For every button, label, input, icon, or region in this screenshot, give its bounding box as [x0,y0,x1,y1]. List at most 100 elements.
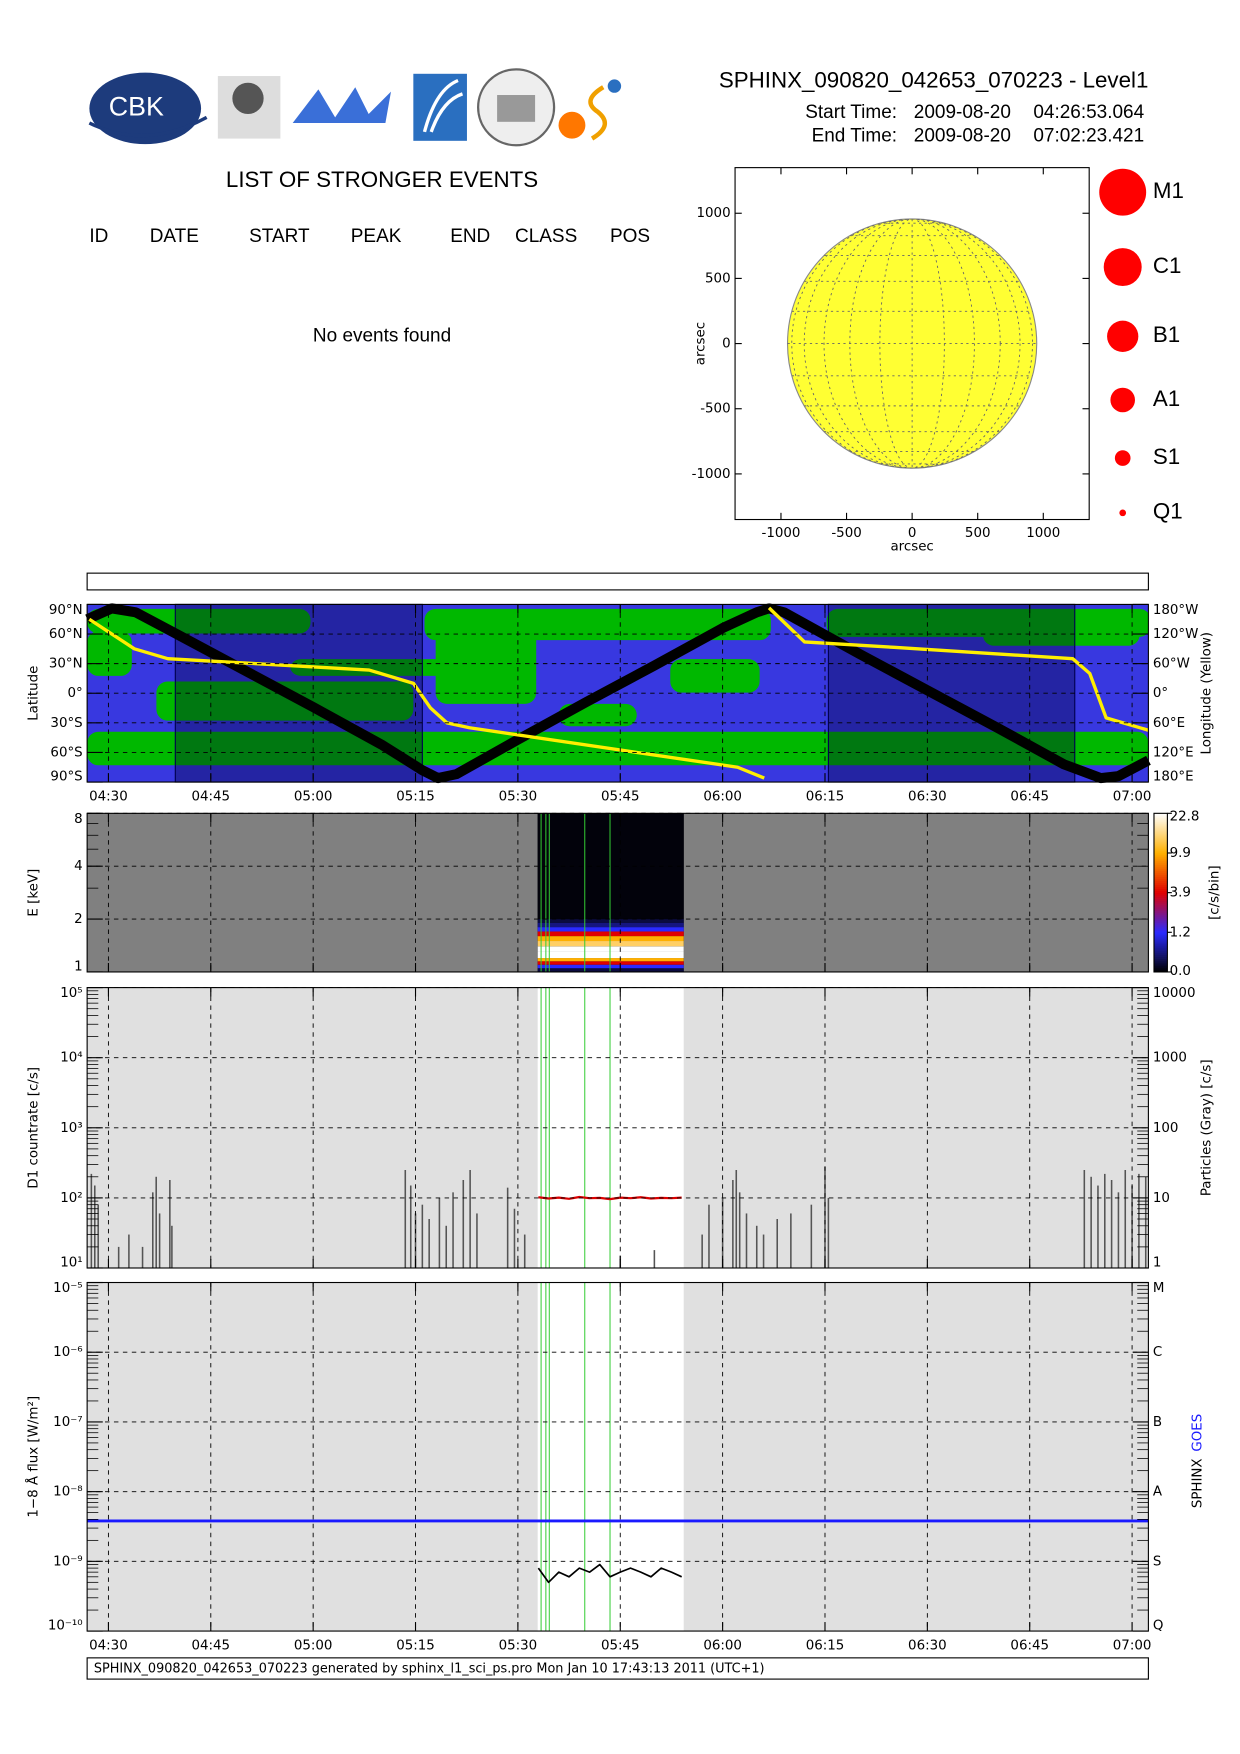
x-tick-label: 07:00 [1113,790,1152,805]
x-tick-label: 04:45 [191,790,230,805]
x-tick-label: 07:00 [1113,1639,1152,1654]
x-tick-label: -1000 [762,526,801,541]
colorbar-tick-label: 0.0 [1170,964,1191,979]
colorbar-cell [1153,847,1168,850]
class-symbol [1099,168,1147,216]
colorbar-cell [1153,894,1168,897]
colorbar-tick-label: 22.8 [1170,810,1200,825]
logo-text: CBK [109,92,164,122]
colorbar-cell [1153,948,1168,951]
colorbar-cell [1153,902,1168,905]
colorbar-cell [1153,958,1168,961]
spectrum-cell [537,936,684,942]
y-tick-label: 10² [60,1191,82,1206]
class-label: A1 [1153,386,1180,411]
colorbar-cell [1153,890,1168,893]
colorbar-cell [1153,829,1168,832]
colorbar-cell [1153,835,1168,838]
y-tick-label: 60°S [50,745,82,760]
colorbar-cell [1153,839,1168,842]
class-label: M1 [1153,178,1184,203]
x-tick-label: 06:30 [908,790,947,805]
colorbar-cell [1153,882,1168,886]
colorbar-cell [1153,884,1168,888]
y-tick-label: -500 [700,402,730,417]
colorbar-cell [1153,850,1168,854]
y-tick-label: 90°N [49,603,83,618]
colorbar-cell [1153,900,1168,903]
x-tick-label: 05:00 [294,1639,333,1654]
colorbar-cell [1153,924,1168,927]
colorbar-cell [1153,920,1168,923]
colorbar-tick-label: 9.9 [1170,846,1191,861]
colorbar-cell [1153,831,1168,834]
colorbar-cell [1153,880,1168,884]
x-tick-label: -500 [831,526,861,541]
colorbar-cell [1153,896,1168,899]
logo-wave [292,87,391,123]
footer: SPHINX_090820_042653_070223 generated by… [94,1662,765,1677]
x-tick-label: 06:00 [703,790,742,805]
logo-sun [558,111,586,139]
colorbar-cell [1153,954,1168,957]
logo-square-art [422,78,464,133]
spectrum-cell [537,927,684,932]
events-column: DATE [150,226,199,247]
x-tick-label: 05:45 [601,790,640,805]
colorbar-cell [1153,934,1168,937]
events-column: POS [610,226,650,247]
legend-entry: SPHINX [1191,1458,1206,1508]
status-bar [86,572,1149,591]
colorbar-cell [1153,910,1168,913]
y-tick-label: 10⁻⁷ [53,1415,82,1430]
x-tick-label: 06:45 [1010,1639,1049,1654]
plot-frame [86,812,1149,973]
legend-entry: GOES [1191,1414,1206,1452]
colorbar-cell [1153,952,1168,955]
colorbar-tick-label: 3.9 [1170,886,1191,901]
y-axis-label: 1−8 Å flux [W/m²] [25,1396,42,1518]
colorbar-cell [1153,922,1168,925]
x-tick-label: 05:15 [396,790,435,805]
colorbar-cell [1153,966,1168,969]
spectrum-cell [537,964,684,969]
end-date: 2009-08-20 [914,125,1011,146]
class-label: S1 [1153,444,1180,469]
events-column: ID [89,226,108,247]
colorbar-cell [1153,960,1168,963]
meridian [791,218,1033,469]
colorbar-cell [1153,845,1168,848]
land [670,659,760,693]
y-tick-label: 4 [74,859,83,874]
logo-swoosh [88,115,208,138]
data-window [537,1282,684,1632]
colorbar-cell [1153,819,1168,822]
colorbar-cell [1153,892,1168,895]
x-tick-label: 06:30 [908,1639,947,1654]
spectrum-cell [537,951,684,959]
colorbar-cell [1153,821,1168,824]
y2-tick-label: 60°E [1153,716,1185,731]
colorbar-cell [1153,906,1168,909]
y2-tick-label: 0° [1153,686,1168,701]
x-tick-label: 06:15 [806,790,845,805]
y-tick-label: 10⁻⁸ [53,1485,82,1500]
class-symbol [1103,248,1142,287]
colorbar-cell [1153,843,1168,846]
colorbar-cell [1153,950,1168,953]
y2-tick-label: A [1153,1485,1163,1500]
colorbar-cell [1153,944,1168,947]
colorbar-cell [1153,854,1168,858]
events-title: LIST OF STRONGER EVENTS [226,167,538,192]
y-tick-label: 0 [722,337,731,352]
disk-group [786,218,1038,469]
colorbar-cell [1153,827,1168,830]
x-tick-label: 500 [965,526,991,541]
x-tick-label: 06:45 [1010,790,1049,805]
y-tick-label: 60°N [49,627,83,642]
colorbar-cell [1153,872,1168,876]
colorbar-cell [1153,823,1168,826]
colorbar-cell [1153,837,1168,840]
colorbar-cell [1153,928,1168,931]
